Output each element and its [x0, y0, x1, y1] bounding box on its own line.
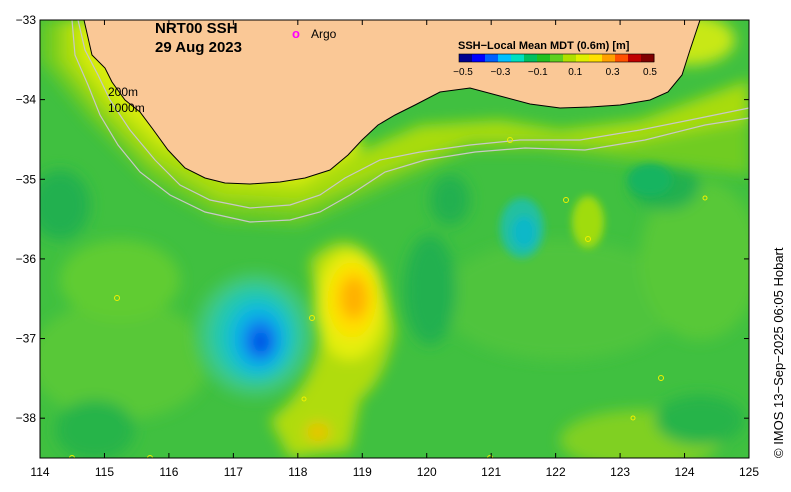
x-tick-label: 123: [610, 465, 630, 479]
y-tick-label: −36: [16, 252, 37, 266]
credit-text: © IMOS 13−Sep−2025 06:05 Hobart: [771, 247, 786, 458]
plot-frame: [39, 19, 750, 459]
x-tick-label: 117: [224, 465, 243, 479]
isobath-200m-label: 200m: [108, 85, 138, 99]
x-tick-label: 121: [481, 465, 501, 479]
colorbar-swatch: [628, 54, 642, 62]
colorbar-swatch: [550, 54, 564, 62]
colorbar-swatch: [459, 54, 473, 62]
colorbar-tick-label: −0.1: [528, 67, 548, 78]
ssh-field: [40, 20, 749, 458]
x-axis: 114 115 116 117 118 119 120 121 122 123 124 125: [30, 20, 759, 479]
colorbar-swatch: [563, 54, 577, 62]
colorbar-tick-label: 0.1: [568, 67, 582, 78]
colorbar-swatches: [459, 54, 655, 62]
y-tick-label: −38: [16, 411, 37, 425]
isobath-200m: [77, 20, 749, 209]
colorbar-title: SSH−Local Mean MDT (0.6m) [m]: [458, 40, 630, 52]
colorbar-swatch: [602, 54, 616, 62]
colorbar-swatch: [485, 54, 499, 62]
colorbar-swatch: [524, 54, 538, 62]
x-tick-label: 125: [739, 465, 759, 479]
colorbar-ticks: −0.5 −0.3 −0.1 0.1 0.3 0.5: [453, 67, 657, 78]
x-tick-label: 120: [417, 465, 437, 479]
colorbar-tick-label: −0.5: [453, 67, 473, 78]
y-tick-label: −34: [16, 93, 37, 107]
y-tick-label: −37: [16, 332, 37, 346]
isobath-1000m-label: 1000m: [108, 101, 145, 115]
y-axis: −33 −34 −35 −36 −37 −38: [16, 13, 749, 425]
colorbar-swatch: [472, 54, 486, 62]
y-tick-label: −35: [16, 172, 37, 186]
colorbar-swatch: [615, 54, 629, 62]
colorbar-tick-label: 0.3: [606, 67, 620, 78]
colorbar-swatch: [537, 54, 551, 62]
colorbar-tick-label: −0.3: [491, 67, 511, 78]
argo-label: Argo: [311, 27, 337, 41]
x-tick-label: 118: [288, 465, 307, 479]
isobath-1000m: [71, 20, 749, 223]
colorbar-tick-label: 0.5: [643, 67, 657, 78]
colorbar-swatch: [589, 54, 603, 62]
title-product: NRT00 SSH: [155, 20, 238, 37]
colorbar: SSH−Local Mean MDT (0.6m) [m] −0.5 −0.3 −0…: [453, 40, 657, 78]
x-tick-label: 119: [353, 465, 372, 479]
colorbar-swatch: [498, 54, 512, 62]
colorbar-swatch: [641, 54, 655, 62]
y-tick-label: −33: [16, 13, 37, 27]
title-date: 29 Aug 2023: [155, 39, 242, 56]
x-tick-label: 116: [159, 465, 178, 479]
x-tick-label: 114: [30, 465, 49, 479]
argo-symbol: o: [292, 26, 300, 41]
colorbar-swatch: [511, 54, 525, 62]
x-tick-label: 122: [546, 465, 566, 479]
colorbar-swatch: [576, 54, 590, 62]
x-tick-label: 124: [675, 465, 695, 479]
float-markers: [69, 137, 708, 458]
x-tick-label: 115: [95, 465, 114, 479]
